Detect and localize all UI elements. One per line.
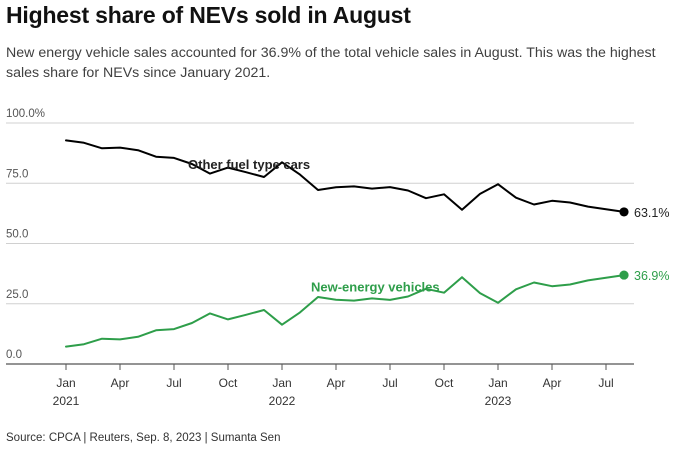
x-tick-label: Jul	[166, 376, 181, 390]
series-end-label: 63.1%	[634, 206, 669, 220]
y-tick-label: 100.0%	[6, 108, 45, 120]
x-tick-label: Jul	[382, 376, 397, 390]
chart-subtitle: New energy vehicle sales accounted for 3…	[6, 45, 656, 81]
series-label: New-energy vehicles	[311, 280, 440, 295]
x-tick-label: Oct	[219, 376, 238, 390]
series-label: Other fuel type cars	[188, 157, 310, 172]
y-tick-label: 0.0	[6, 349, 22, 361]
x-tick-label: Oct	[435, 376, 454, 390]
x-tick-label: Jan	[272, 376, 291, 390]
series-line-nev	[65, 274, 625, 348]
x-tick-label: Jan	[488, 376, 507, 390]
x-tick-year-label: 2023	[485, 394, 512, 408]
x-tick-label: Jan	[56, 376, 75, 390]
x-tick-year-label: 2021	[53, 394, 80, 408]
series-end-marker	[619, 270, 629, 280]
series-end-label: 36.9%	[634, 269, 669, 283]
y-tick-label: 75.0	[6, 168, 28, 180]
y-tick-label: 25.0	[6, 289, 28, 301]
x-tick-label: Apr	[543, 376, 562, 390]
y-tick-label: 50.0	[6, 229, 28, 241]
x-tick-label: Apr	[111, 376, 130, 390]
chart-title: Highest share of NEVs sold in August	[6, 2, 411, 28]
series-end-marker	[619, 207, 629, 217]
x-tick-label: Apr	[327, 376, 346, 390]
series-line-other-fuel	[65, 139, 625, 213]
x-tick-year-label: 2022	[269, 394, 296, 408]
source-note: Source: CPCA | Reuters, Sep. 8, 2023 | S…	[6, 432, 281, 444]
x-tick-label: Jul	[598, 376, 613, 390]
